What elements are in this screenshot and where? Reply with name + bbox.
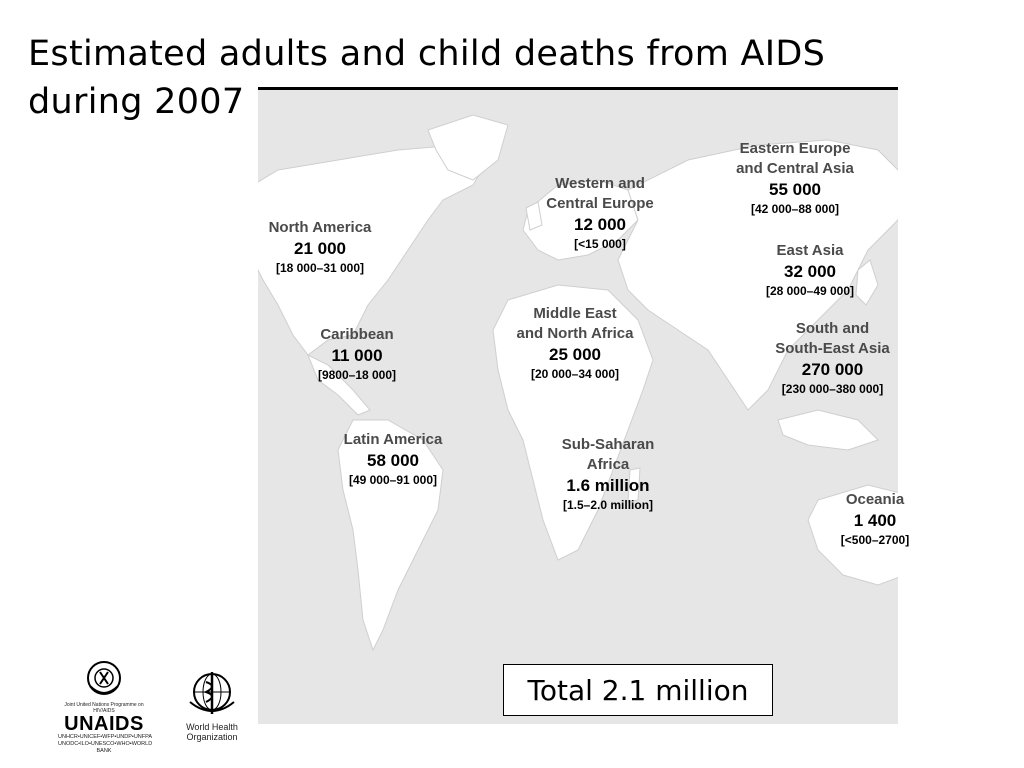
region-south-southeast-asia: South and South-East Asia 270 000 [230 0… (760, 319, 905, 397)
world-map (258, 114, 898, 652)
region-value: 21 000 (294, 239, 346, 258)
region-range: [18 000–31 000] (275, 261, 365, 275)
who-emblem-icon (189, 672, 235, 714)
region-name: Western and (555, 175, 645, 192)
region-value: 1 400 (853, 511, 897, 530)
un-emblem-icon (87, 661, 121, 695)
unaids-wordmark: UNAIDS (64, 713, 144, 735)
unaids-logo: Joint United Nations Programme on HIV/AI… (58, 658, 153, 754)
region-western-central-europe: Western and Central Europe 12 000 [<15 0… (530, 174, 670, 252)
japan-landmass (855, 259, 879, 306)
region-range: [20 000–34 000] (530, 367, 620, 381)
region-name: Africa (586, 456, 630, 473)
region-name: North America (268, 219, 372, 236)
region-latin-america: Latin America 58 000 [49 000–91 000] (328, 430, 458, 488)
region-value: 32 000 (784, 262, 836, 281)
greenland-landmass (427, 114, 509, 181)
europe-landmass (522, 179, 639, 261)
region-eastern-europe-central-asia: Eastern Europe and Central Asia 55 000 [… (720, 139, 870, 217)
region-range: [<15 000] (574, 237, 626, 251)
africa-landmass (492, 284, 654, 561)
region-value: 1.6 million (566, 476, 650, 495)
region-range: [1.5–2.0 million] (562, 498, 654, 512)
region-name: South-East Asia (775, 340, 890, 357)
north-america-landmass (258, 144, 489, 356)
region-range: [42 000–88 000] (750, 202, 840, 216)
region-name: Caribbean (320, 326, 394, 343)
region-north-america: North America 21 000 [18 000–31 000] (255, 218, 385, 276)
title-underline (258, 87, 898, 90)
region-name: East Asia (776, 242, 844, 259)
who-logo: World Health Organization (180, 668, 244, 748)
south-america-landmass (337, 419, 444, 652)
australia-landmass (807, 484, 898, 586)
region-name: Middle East (533, 305, 617, 322)
region-range: [49 000–91 000] (348, 473, 438, 487)
southeast-asia-islands (777, 409, 879, 451)
unaids-cosponsors-2: UNODC•ILO•UNESCO•WHO•WORLD BANK (58, 741, 153, 754)
region-value: 25 000 (549, 345, 601, 364)
world-map-panel (258, 90, 898, 724)
region-name: Latin America (343, 431, 443, 448)
region-name: Central Europe (546, 195, 654, 212)
unaids-cosponsors-1: UNHCR•UNICEF•WFP•UNDP•UNFPA (58, 734, 153, 740)
region-name: and North Africa (516, 325, 634, 342)
madagascar-landmass (627, 467, 641, 503)
region-caribbean: Caribbean 11 000 [9800–18 000] (292, 325, 422, 383)
region-name: and Central Asia (736, 160, 854, 177)
region-middle-east-north-africa: Middle East and North Africa 25 000 [20 … (500, 304, 650, 382)
region-value: 11 000 (331, 346, 383, 365)
asia-landmass (617, 139, 898, 411)
unaids-tagline: Joint United Nations Programme on HIV/AI… (64, 702, 144, 714)
region-value: 58 000 (367, 451, 419, 470)
slide-title: Estimated adults and child deaths from A… (28, 34, 826, 122)
region-range: [230 000–380 000] (781, 382, 884, 396)
region-east-asia: East Asia 32 000 [28 000–49 000] (745, 241, 875, 299)
total-deaths-box: Total 2.1 million (503, 664, 773, 716)
region-sub-saharan-africa: Sub-Saharan Africa 1.6 million [1.5–2.0 … (538, 435, 678, 513)
who-name-line2: Organization (186, 732, 238, 742)
region-name: Sub-Saharan (561, 436, 655, 453)
region-oceania: Oceania 1 400 [<500–2700] (815, 490, 935, 548)
uk-landmass (525, 201, 543, 231)
region-range: [9800–18 000] (317, 368, 397, 382)
who-name-line1: World Health (186, 722, 238, 732)
region-name: Oceania (845, 491, 905, 508)
region-name: Eastern Europe (739, 140, 851, 157)
region-name: South and (795, 320, 870, 337)
region-value: 55 000 (769, 180, 821, 199)
region-value: 270 000 (801, 360, 864, 379)
region-range: [<500–2700] (840, 533, 910, 547)
central-america-landmass (307, 353, 371, 416)
region-value: 12 000 (574, 215, 626, 234)
region-range: [28 000–49 000] (765, 284, 855, 298)
